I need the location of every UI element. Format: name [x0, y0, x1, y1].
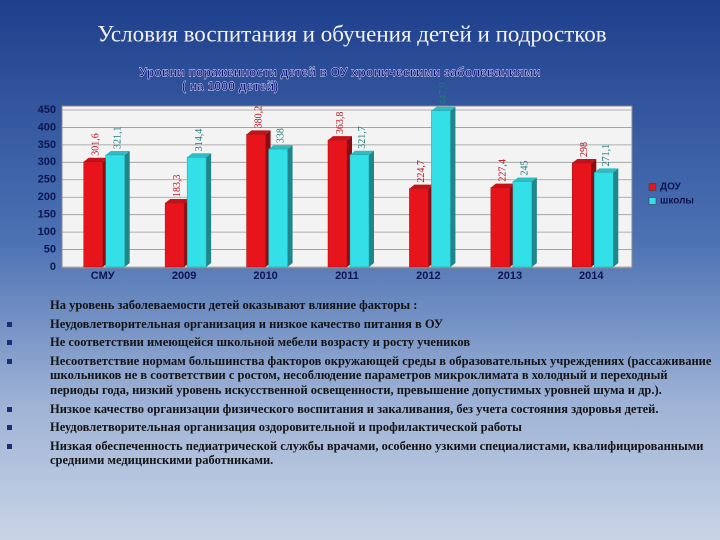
legend-label: школы [660, 196, 694, 207]
x-tick-label: 2010 [253, 270, 277, 282]
bullet: Низкое качество организации физического … [0, 402, 720, 417]
value-label: 321,7 [357, 126, 368, 149]
chart-subtitle: ( на 1000 детей) [182, 79, 279, 93]
bar [409, 188, 429, 268]
y-tick-label: 50 [44, 243, 56, 255]
bar-top [165, 199, 190, 204]
y-tick-label: 200 [38, 191, 56, 203]
value-label: 227,4 [498, 159, 509, 182]
bar-side [287, 145, 293, 267]
y-tick-label: 250 [38, 174, 56, 186]
bar [186, 157, 207, 268]
y-tick-label: 400 [38, 121, 56, 133]
bullet: Неудовлетворительная организация и низко… [0, 317, 720, 332]
bar-side [369, 150, 374, 267]
y-tick-label: 300 [38, 156, 56, 168]
bar-top [105, 150, 130, 155]
bar-side [124, 150, 130, 267]
bar-side [531, 177, 537, 267]
y-tick-label: 100 [38, 226, 56, 238]
bar [349, 154, 370, 268]
value-label: 314,4 [194, 129, 205, 152]
bar [105, 154, 125, 268]
value-label: 301,6 [91, 133, 102, 156]
bar-top [328, 136, 352, 141]
chart-title: Уровни пораженности детей в ОУ хроническ… [139, 65, 540, 79]
intro: На уровень заболеваемости детей оказываю… [50, 298, 418, 312]
chart: Условия воспитания и обучения детей и по… [38, 21, 694, 282]
bar [268, 148, 288, 268]
x-tick-label: 2014 [579, 270, 604, 282]
bar [327, 139, 348, 268]
bar-top [572, 159, 597, 164]
legend-swatch [648, 183, 657, 191]
value-label: 321,1 [113, 126, 124, 149]
bar [594, 172, 614, 268]
bar [572, 162, 592, 268]
value-label: 271,1 [601, 144, 612, 167]
bullet: Низкая обеспеченность педиатрической слу… [0, 439, 720, 468]
bar [164, 202, 185, 268]
value-label: 380,2 [253, 106, 264, 129]
value-label: 447,9 [438, 82, 449, 105]
value-label: 224,7 [416, 160, 427, 183]
x-tick-label: 2011 [335, 270, 359, 282]
bar-top [350, 150, 374, 155]
bar [490, 187, 511, 268]
bar-side [613, 168, 619, 267]
bar-top [594, 168, 619, 173]
x-tick-label: 2013 [498, 270, 522, 282]
bar [512, 181, 533, 268]
y-tick-label: 450 [38, 104, 56, 116]
bar-top [512, 177, 537, 182]
legend-swatch [648, 197, 657, 205]
bar [246, 134, 266, 268]
bullet: Неудовлетворительная организация оздоров… [0, 420, 720, 435]
bullet: Несоответствие нормам большинства фактор… [0, 354, 720, 398]
legend-label: ДОУ [660, 182, 682, 193]
bar-side [206, 153, 212, 267]
bar-top [246, 130, 271, 135]
bar-top [268, 145, 293, 150]
value-label: 298 [579, 142, 590, 157]
x-tick-label: СМУ [91, 270, 115, 282]
slide-title: Условия воспитания и обучения детей и по… [97, 21, 606, 46]
y-tick-label: 150 [38, 209, 56, 221]
text-block: На уровень заболеваемости детей оказываю… [0, 298, 720, 472]
value-label: 363,8 [335, 112, 346, 135]
value-label: 183,3 [172, 175, 183, 198]
bar-top [490, 183, 515, 188]
value-label: 338 [275, 128, 286, 143]
bar-side [450, 106, 456, 267]
y-tick-label: 350 [38, 139, 56, 151]
bar [431, 110, 451, 268]
bar-top [409, 184, 434, 189]
bar-top [431, 106, 456, 111]
x-tick-label: 2012 [416, 270, 440, 282]
value-label: 245 [520, 161, 531, 176]
bar [83, 161, 103, 268]
x-tick-label: 2009 [172, 270, 196, 282]
bar-top [83, 157, 108, 162]
y-tick-label: 0 [50, 261, 56, 273]
bullet: Не соответствии имеющейся школьной мебел… [0, 335, 720, 350]
bar-top [187, 153, 212, 158]
